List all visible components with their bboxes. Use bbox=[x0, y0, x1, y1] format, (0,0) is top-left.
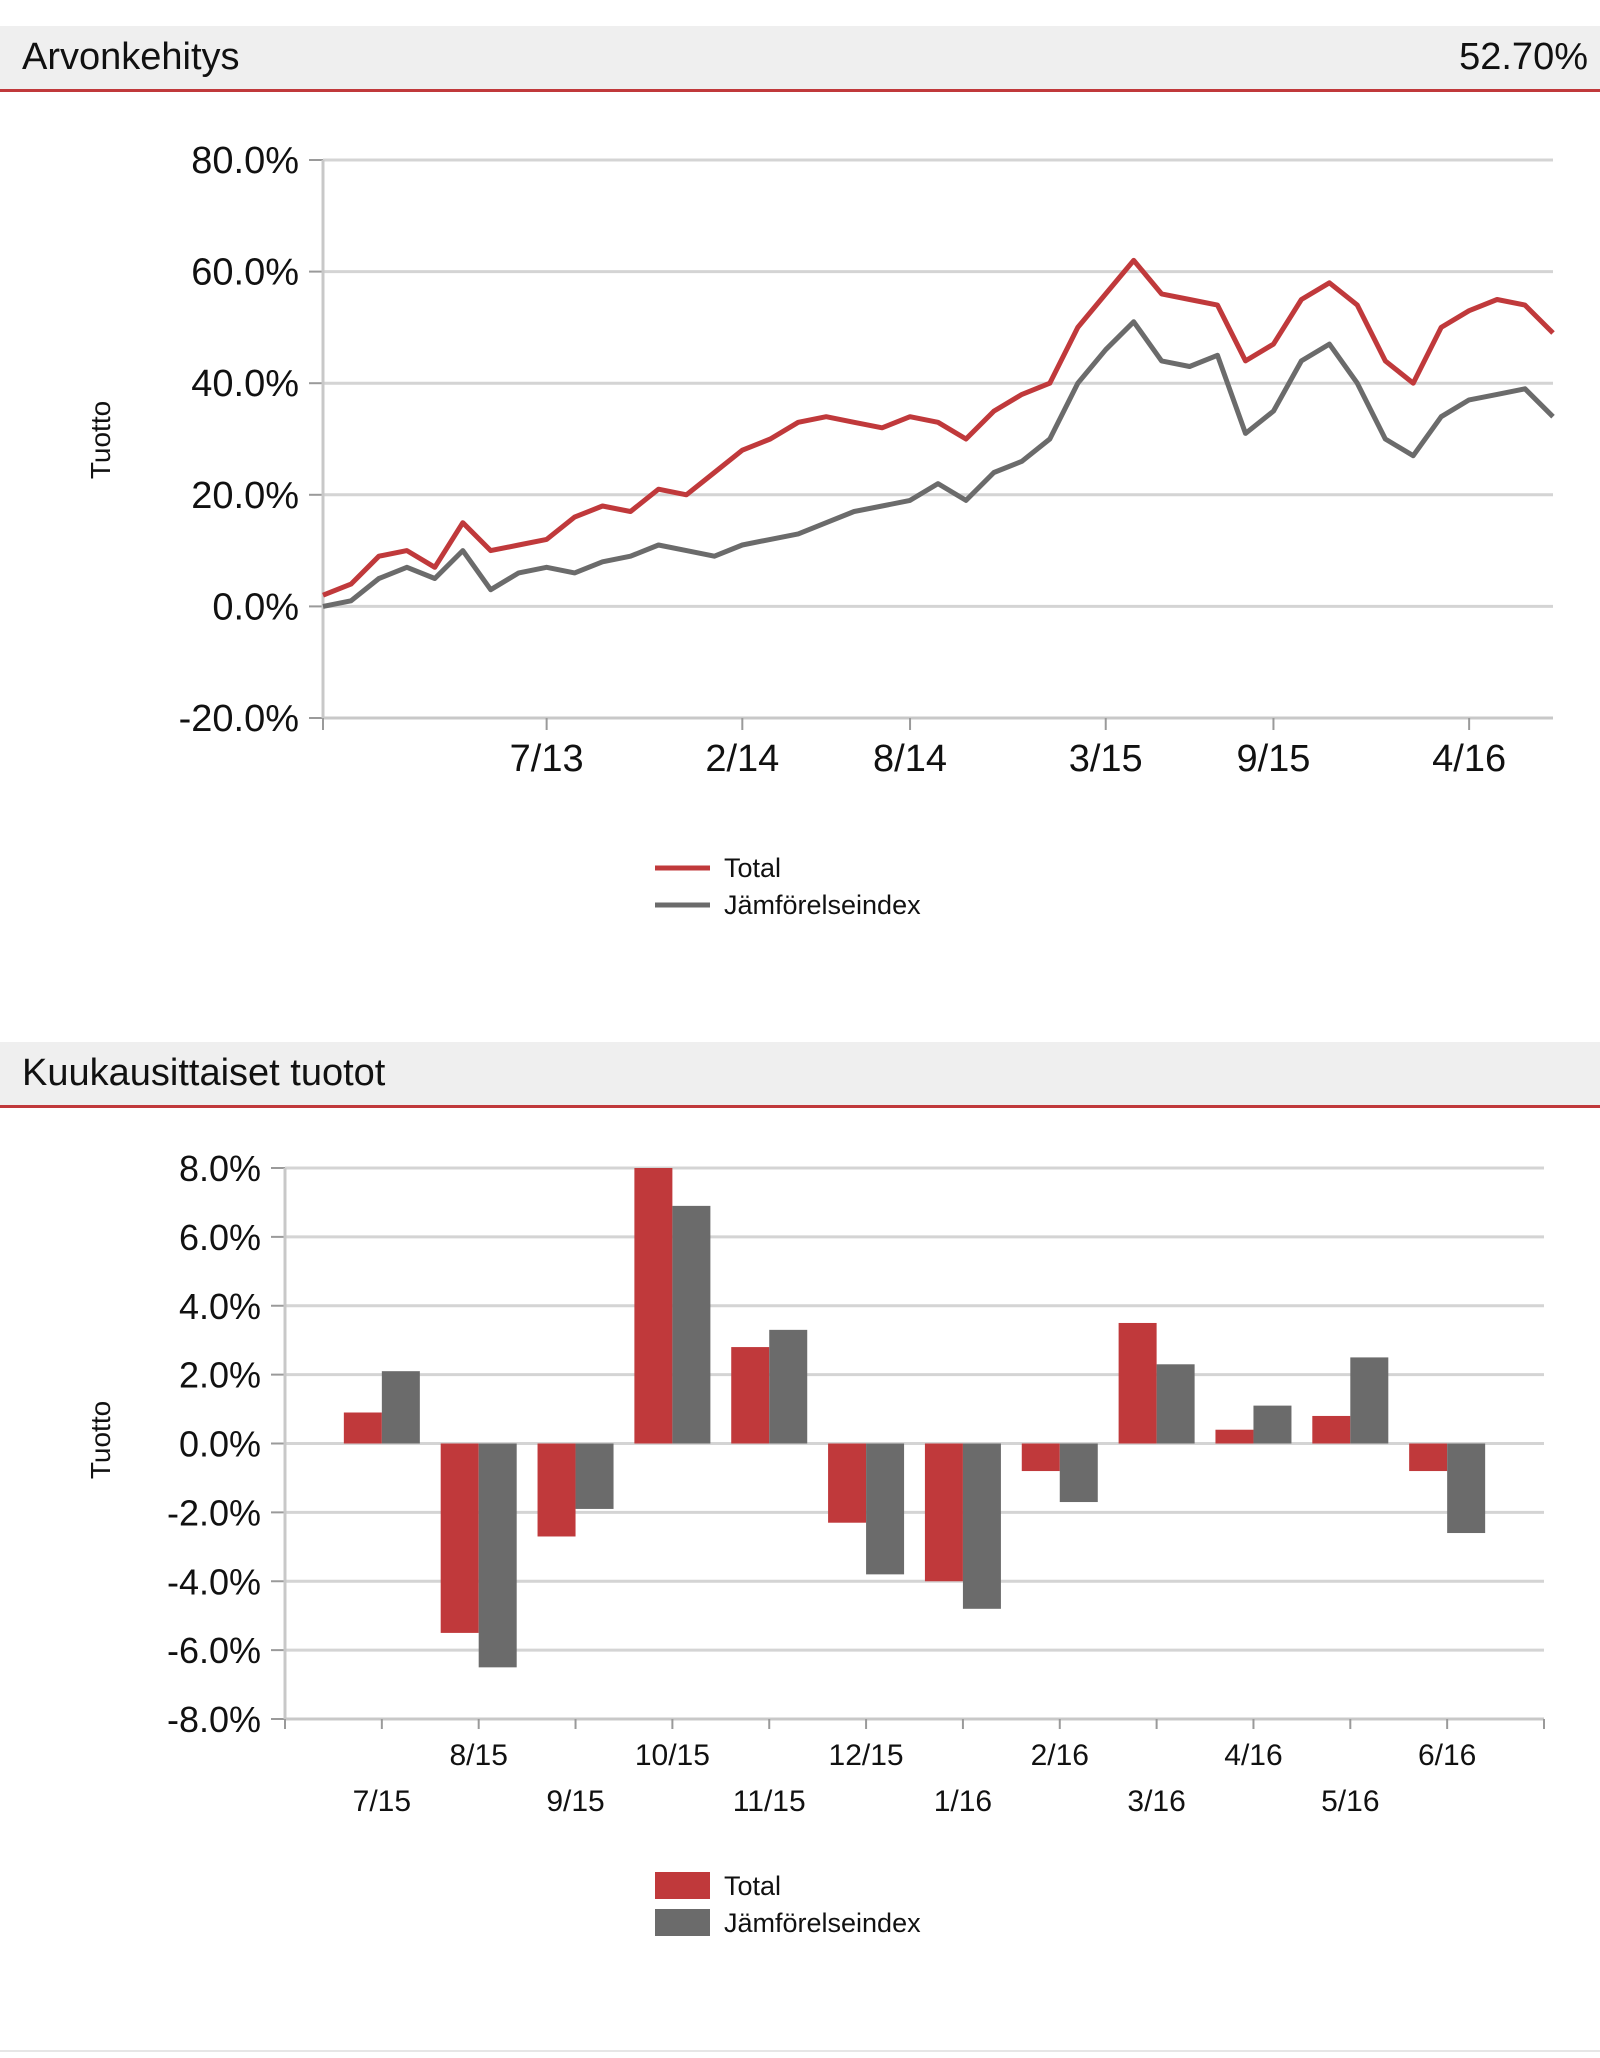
x-tick-label: 4/16 bbox=[1224, 1739, 1282, 1772]
x-tick-label: 6/16 bbox=[1418, 1739, 1476, 1772]
bar-index bbox=[1350, 1357, 1389, 1444]
y-tick-label: 4.0% bbox=[179, 1286, 261, 1327]
section-title: Kuukausittaiset tuotot bbox=[22, 1052, 386, 1094]
y-tick-label: 80.0% bbox=[191, 140, 299, 182]
total-return-value: 52.70% bbox=[1459, 36, 1588, 78]
bar-index bbox=[962, 1443, 1001, 1609]
legend-label: Total bbox=[724, 853, 781, 883]
bar-index bbox=[1447, 1443, 1486, 1534]
y-tick-label: -4.0% bbox=[167, 1561, 261, 1602]
y-tick-label: 0.0% bbox=[179, 1424, 261, 1465]
x-tick-label: 4/16 bbox=[1432, 738, 1506, 780]
x-tick-label: 10/15 bbox=[635, 1739, 710, 1772]
y-tick-label: 8.0% bbox=[179, 1148, 261, 1189]
x-tick-label: 7/13 bbox=[510, 738, 584, 780]
series-line-total bbox=[322, 257, 1555, 598]
legend-label: Jämförelseindex bbox=[724, 890, 921, 920]
bar-total bbox=[1409, 1443, 1448, 1472]
x-tick-label: 7/15 bbox=[353, 1785, 411, 1818]
bar-total bbox=[537, 1443, 576, 1537]
axes bbox=[283, 1168, 1544, 1721]
y-axis-label: Tuotto bbox=[85, 401, 116, 479]
x-tick-label: 12/15 bbox=[829, 1739, 904, 1772]
y-tick-label: 20.0% bbox=[191, 475, 299, 517]
series-line-index bbox=[322, 319, 1555, 609]
y-tick-label: -20.0% bbox=[179, 698, 299, 740]
legend: Total Jämförelseindex bbox=[655, 853, 921, 920]
x-tick-label: 2/16 bbox=[1031, 1739, 1089, 1772]
bar-total bbox=[731, 1347, 770, 1444]
bar-total bbox=[1118, 1322, 1157, 1444]
bar-index bbox=[672, 1205, 711, 1444]
x-tick-label: 2/14 bbox=[705, 738, 779, 780]
x-tick-labels: 7/13 2/14 8/14 3/15 9/15 4/16 bbox=[322, 718, 1506, 780]
grid-lines bbox=[309, 158, 1553, 720]
bar-total bbox=[1021, 1443, 1060, 1472]
bars bbox=[343, 1168, 1486, 1668]
y-tick-labels: 80.0% 60.0% 40.0% 20.0% 0.0% -20.0% bbox=[179, 140, 299, 740]
bar-total bbox=[924, 1443, 963, 1582]
x-tick-labels: 7/15 8/15 9/15 10/15 11/15 12/15 1/16 2/16 3/16 4… bbox=[284, 1719, 1545, 1818]
y-tick-label: 60.0% bbox=[191, 252, 299, 294]
bar-index bbox=[478, 1443, 517, 1668]
section-title: Arvonkehitys bbox=[22, 36, 240, 78]
axes bbox=[321, 160, 1553, 720]
y-tick-label: 0.0% bbox=[212, 586, 299, 628]
x-tick-label: 3/16 bbox=[1127, 1785, 1185, 1818]
x-tick-label: 9/15 bbox=[546, 1785, 604, 1818]
bar-total bbox=[1312, 1415, 1351, 1444]
x-tick-label: 3/15 bbox=[1069, 738, 1143, 780]
legend-swatch bbox=[655, 1872, 710, 1899]
x-tick-label: 9/15 bbox=[1236, 738, 1310, 780]
bar-index bbox=[1253, 1405, 1292, 1444]
y-tick-label: 40.0% bbox=[191, 363, 299, 405]
y-axis-label: Tuotto bbox=[85, 1401, 116, 1479]
bar-index bbox=[1059, 1443, 1098, 1503]
performance-line-chart: 80.0% 60.0% 40.0% 20.0% 0.0% -20.0% 7/13 2/14 8… bbox=[85, 140, 1555, 920]
bar-total bbox=[828, 1443, 867, 1523]
legend-label: Total bbox=[724, 1871, 781, 1901]
bar-index bbox=[575, 1443, 614, 1509]
x-tick-label: 8/14 bbox=[873, 738, 947, 780]
bar-index bbox=[866, 1443, 905, 1575]
bar-index bbox=[1156, 1364, 1195, 1444]
bar-total bbox=[343, 1412, 382, 1444]
bar-index bbox=[381, 1371, 420, 1444]
y-tick-label: -6.0% bbox=[167, 1630, 261, 1671]
bar-total bbox=[634, 1168, 673, 1444]
y-tick-label: -2.0% bbox=[167, 1492, 261, 1533]
section-header-monthly: Kuukausittaiset tuotot bbox=[0, 1042, 1600, 1108]
section-header-performance: Arvonkehitys 52.70% bbox=[0, 26, 1600, 92]
x-tick-label: 1/16 bbox=[934, 1785, 992, 1818]
series-lines bbox=[322, 257, 1555, 609]
legend-label: Jämförelseindex bbox=[724, 1908, 921, 1938]
x-tick-label: 5/16 bbox=[1321, 1785, 1379, 1818]
bar-index bbox=[769, 1329, 808, 1444]
legend: Total Jämförelseindex bbox=[655, 1871, 921, 1938]
monthly-bar-chart: 8.0% 6.0% 4.0% 2.0% 0.0% -2.0% -4.0% -6.0% -8.0%… bbox=[85, 1148, 1545, 1938]
x-tick-label: 8/15 bbox=[449, 1739, 507, 1772]
footer-divider bbox=[0, 2050, 1600, 2052]
y-tick-label: -8.0% bbox=[167, 1699, 261, 1740]
y-tick-label: 2.0% bbox=[179, 1355, 261, 1396]
bar-total bbox=[440, 1443, 479, 1633]
bar-total bbox=[1215, 1429, 1254, 1444]
x-tick-label: 11/15 bbox=[733, 1785, 806, 1818]
legend-swatch bbox=[655, 1909, 710, 1936]
y-tick-label: 6.0% bbox=[179, 1217, 261, 1258]
y-tick-labels: 8.0% 6.0% 4.0% 2.0% 0.0% -2.0% -4.0% -6.0% -8.0% bbox=[167, 1148, 261, 1740]
